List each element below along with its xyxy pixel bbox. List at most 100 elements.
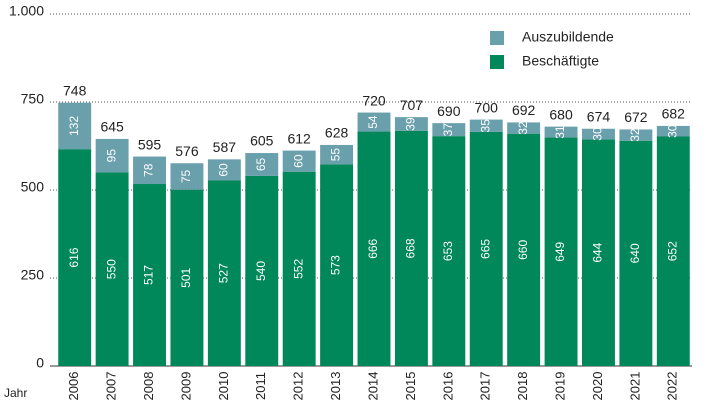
bar-segment <box>432 136 466 366</box>
bar-segment <box>170 163 204 190</box>
bar-segment <box>469 119 503 132</box>
total-label: 612 <box>287 130 311 146</box>
value-label: 75 <box>179 169 193 183</box>
value-label: 644 <box>591 242 605 262</box>
bar-segment <box>133 156 166 185</box>
value-label: 540 <box>254 261 268 281</box>
bar-segment <box>507 122 541 134</box>
value-label: 573 <box>329 255 343 275</box>
bar-segment <box>394 117 428 131</box>
total-label: 720 <box>362 92 386 108</box>
value-label: 501 <box>179 267 193 287</box>
bar-segment <box>507 133 541 366</box>
x-tick-label: 2017 <box>478 372 493 401</box>
x-tick-label: 2006 <box>66 372 81 401</box>
bar-segment <box>95 138 129 173</box>
bar-segment <box>656 125 690 137</box>
x-tick-label: 2021 <box>627 372 642 401</box>
bar-segment <box>432 123 466 137</box>
bar-segment <box>544 137 578 366</box>
x-tick-label: 2011 <box>253 372 268 400</box>
bar-segment <box>207 180 241 366</box>
x-tick-label: 2010 <box>216 372 231 401</box>
y-tick-label: 250 <box>21 267 45 283</box>
total-label: 628 <box>325 125 349 141</box>
value-label: 55 <box>329 148 343 162</box>
value-label: 552 <box>291 259 305 279</box>
x-tick-label: 2016 <box>440 372 455 401</box>
x-tick-label: 2012 <box>291 372 306 401</box>
value-label: 65 <box>254 157 268 171</box>
x-tick-label: 2019 <box>552 372 567 401</box>
x-axis-label: Jahr <box>4 386 27 400</box>
y-tick-label: 500 <box>21 179 45 195</box>
bar-segment <box>469 131 503 366</box>
total-label: 682 <box>662 106 686 122</box>
bar-segment <box>619 140 653 366</box>
value-label: 649 <box>553 241 567 261</box>
value-label: 665 <box>478 239 492 259</box>
total-label: 690 <box>437 103 461 119</box>
total-label: 645 <box>100 119 124 135</box>
bar-segment <box>320 144 354 165</box>
value-label: 39 <box>404 117 418 131</box>
value-label: 550 <box>104 259 118 279</box>
x-tick-label: 2014 <box>365 372 380 401</box>
value-label: 54 <box>366 115 380 129</box>
value-label: 32 <box>628 128 642 142</box>
total-label: 700 <box>475 99 499 115</box>
x-tick-label: 2013 <box>328 372 343 401</box>
value-label: 31 <box>553 125 567 139</box>
y-tick-label: 0 <box>36 355 44 371</box>
total-label: 587 <box>213 139 237 155</box>
bar-segment <box>357 112 391 132</box>
total-label: 748 <box>63 82 87 98</box>
x-tick-label: 2022 <box>665 372 680 401</box>
value-label: 78 <box>142 163 156 177</box>
bar-segment <box>320 164 354 366</box>
bar-segment <box>394 130 428 366</box>
value-label: 517 <box>142 265 156 285</box>
bar-segment <box>58 149 92 366</box>
value-label: 30 <box>591 127 605 141</box>
y-tick-label: 750 <box>21 91 45 107</box>
legend-label: Auszubildende <box>522 29 614 45</box>
x-tick-label: 2018 <box>515 372 530 401</box>
bar-segment <box>245 153 279 176</box>
bar-segment <box>245 175 279 366</box>
value-label: 95 <box>104 149 118 163</box>
legend-label: Beschäftigte <box>522 53 599 69</box>
value-label: 640 <box>628 243 642 263</box>
x-tick-label: 2020 <box>590 372 605 401</box>
value-label: 668 <box>404 238 418 258</box>
x-tick-label: 2008 <box>141 372 156 401</box>
bar-segment <box>207 159 241 181</box>
x-tick-label: 2015 <box>403 372 418 401</box>
value-label: 660 <box>516 240 530 260</box>
bar-segment <box>582 139 615 366</box>
bar-segment <box>133 184 166 366</box>
bar-segment <box>282 150 316 172</box>
bar-segment <box>357 131 391 366</box>
value-label: 132 <box>67 116 81 136</box>
total-label: 595 <box>138 136 162 152</box>
value-label: 616 <box>67 247 81 267</box>
bar-segment <box>95 172 129 366</box>
value-label: 527 <box>217 263 231 283</box>
value-label: 32 <box>516 121 530 135</box>
legend-swatch <box>490 31 504 45</box>
bar-segment <box>170 189 204 366</box>
bar-segment <box>544 126 578 138</box>
bar-segment <box>282 171 316 366</box>
value-label: 666 <box>366 238 380 258</box>
x-tick-label: 2007 <box>104 372 119 401</box>
value-label: 60 <box>217 163 231 177</box>
total-label: 692 <box>512 102 536 118</box>
total-label: 707 <box>400 97 424 113</box>
total-label: 674 <box>587 108 611 124</box>
value-label: 60 <box>291 154 305 168</box>
y-tick-label: 1.000 <box>9 3 44 19</box>
total-label: 605 <box>250 133 274 149</box>
total-label: 576 <box>175 143 199 159</box>
